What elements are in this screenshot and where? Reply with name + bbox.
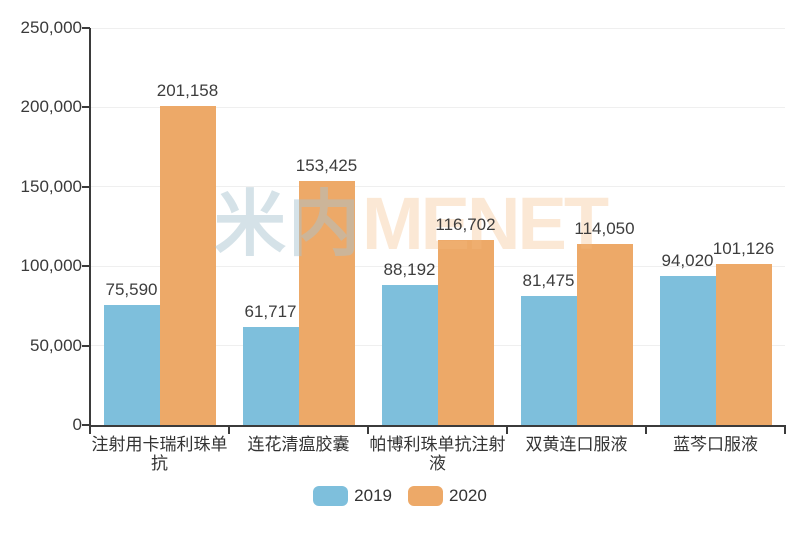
x-axis-tick [784,427,786,434]
y-axis-tick-label: 200,000 [20,97,82,117]
value-label-2019: 88,192 [383,259,436,279]
bar-2020 [298,181,355,425]
value-label-2020: 153,425 [295,156,358,176]
legend-swatch-2019 [313,486,349,506]
value-label-2020: 201,158 [156,80,219,100]
value-label-2019: 94,020 [661,250,714,270]
value-label-2020: 101,126 [712,239,775,259]
bar-2019 [381,284,438,425]
gridline [90,186,785,188]
x-axis-tick [367,427,369,434]
bar-2020 [159,105,216,425]
y-axis-tick-label: 0 [72,415,82,434]
x-axis-tick [506,427,508,434]
y-axis [89,28,91,427]
y-axis-tick-label: 250,000 [20,18,82,37]
bar-2019 [242,326,299,425]
bar-2019 [659,275,716,425]
gridline [90,27,785,29]
y-axis-tick [82,424,90,426]
value-label-2019: 81,475 [522,270,575,290]
y-axis-tick [82,27,90,29]
legend-label-2020: 2020 [449,486,487,505]
legend-item-2019: 2019 [313,486,392,506]
category-label: 双黄连口服液 [525,435,628,454]
x-axis-tick [228,427,230,434]
value-label-2020: 114,050 [574,218,635,238]
x-axis-tick [645,427,647,434]
y-axis-tick [82,344,90,347]
legend-swatch-2020 [408,486,443,506]
y-axis-tick [82,265,90,268]
bar-2019 [520,295,577,425]
legend-label-2019: 2019 [354,486,392,505]
y-axis-tick-label: 100,000 [20,256,82,276]
value-label-2019: 75,590 [105,279,158,299]
value-label-2020: 116,702 [435,214,496,234]
category-label: 注射用卡瑞利珠单抗 [91,435,228,473]
y-axis-tick-label: 50,000 [30,335,82,355]
bar-2020 [437,239,494,425]
bar-2019 [103,304,160,425]
x-axis-tick [89,427,91,434]
gridline [90,106,785,108]
category-label: 连花清瘟胶囊 [247,435,350,454]
category-label: 帕博利珠单抗注射液 [369,435,506,473]
legend: 2019 2020 [0,486,800,506]
y-axis-tick-label: 150,000 [20,176,82,196]
y-axis-tick [82,185,90,188]
legend-item-2020: 2020 [408,486,487,506]
bar-2020 [715,264,772,425]
x-axis [89,425,786,427]
bar-2020 [576,243,633,425]
y-axis-tick [82,106,90,109]
value-label-2019: 61,717 [244,301,297,321]
category-label: 蓝芩口服液 [673,435,758,454]
